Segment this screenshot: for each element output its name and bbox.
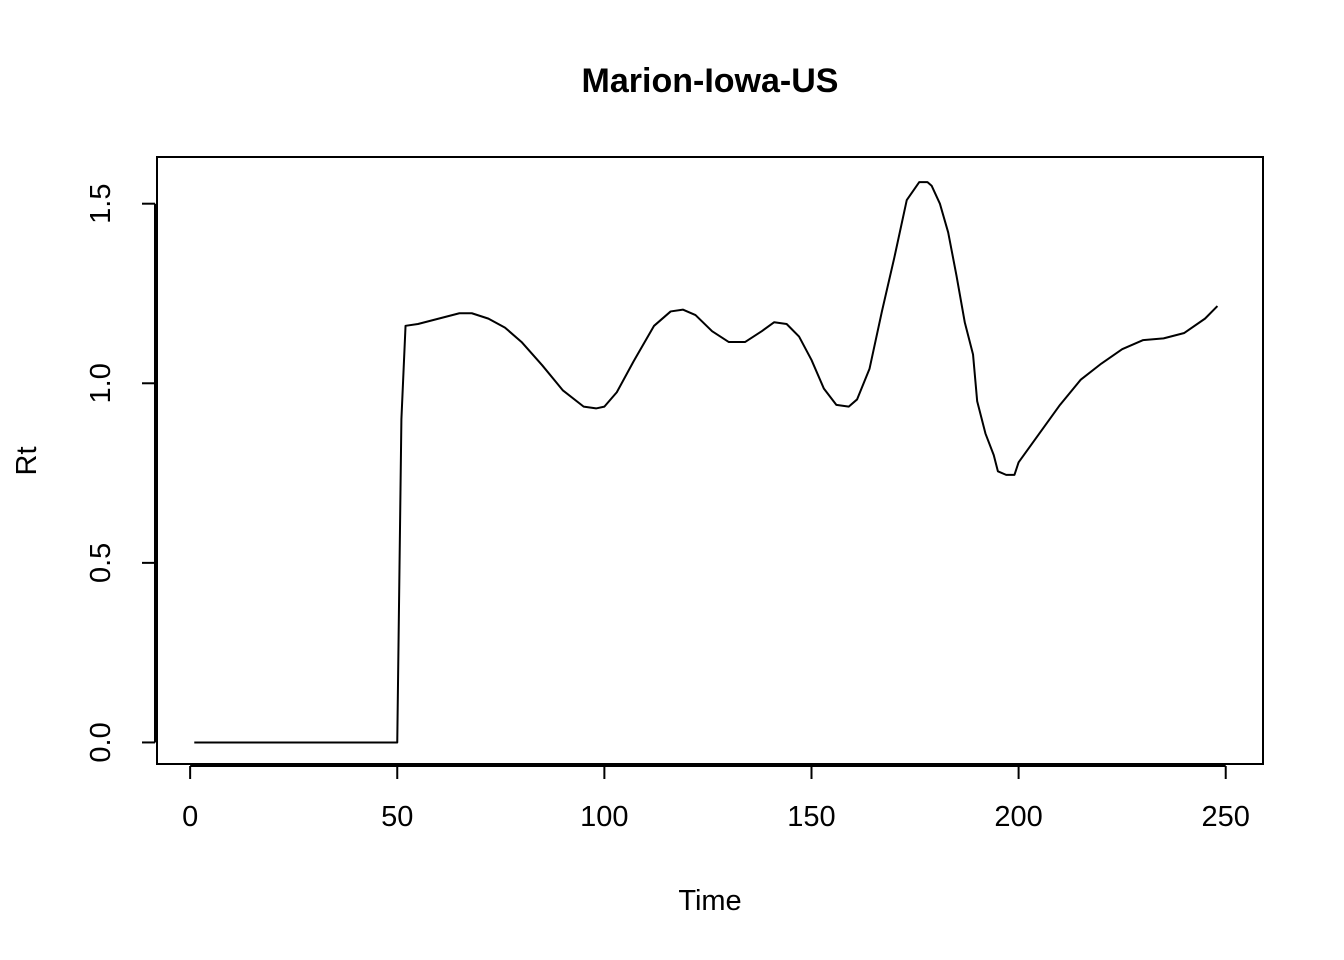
x-tick-label: 0 [182, 801, 198, 833]
x-tick-label: 100 [580, 801, 628, 833]
x-tick-label: 50 [381, 801, 413, 833]
x-tick-label: 200 [994, 801, 1042, 833]
x-axis-label: Time [678, 885, 741, 917]
x-tick-label: 150 [787, 801, 835, 833]
x-axis: 0 50 100 150 200 250 [182, 765, 1250, 833]
y-tick-label: 1.0 [85, 363, 117, 403]
series-line [194, 181, 1219, 744]
y-axis: 0.0 0.5 1.0 1.5 [85, 184, 156, 763]
y-tick-label: 0.5 [85, 543, 117, 583]
chart-title: Marion-Iowa-US [582, 62, 839, 100]
x-tick-label: 250 [1202, 801, 1250, 833]
y-axis-label: Rt [11, 447, 43, 476]
y-tick-label: 1.5 [85, 184, 117, 224]
y-tick-label: 0.0 [85, 722, 117, 762]
plot-frame [156, 156, 1264, 765]
